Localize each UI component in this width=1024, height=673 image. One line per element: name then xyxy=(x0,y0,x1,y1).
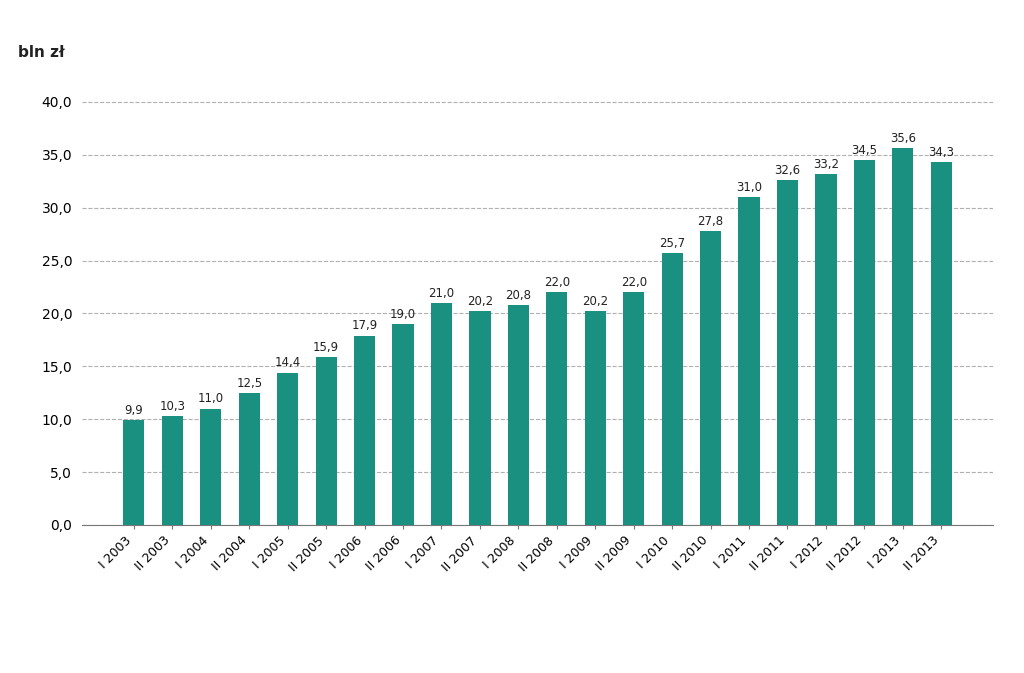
Bar xyxy=(931,162,952,525)
Bar xyxy=(354,336,375,525)
Text: 19,0: 19,0 xyxy=(390,308,416,321)
Bar xyxy=(585,312,606,525)
Text: 35,6: 35,6 xyxy=(890,133,915,145)
Text: 20,8: 20,8 xyxy=(506,289,531,302)
Bar xyxy=(239,393,260,525)
Text: 21,0: 21,0 xyxy=(428,287,455,299)
Text: 20,2: 20,2 xyxy=(467,295,493,308)
Text: 15,9: 15,9 xyxy=(313,341,339,353)
Bar xyxy=(315,357,337,525)
Bar xyxy=(162,416,183,525)
Text: 32,6: 32,6 xyxy=(774,164,801,177)
Text: 12,5: 12,5 xyxy=(237,377,262,390)
Text: 22,0: 22,0 xyxy=(621,276,647,289)
Bar xyxy=(278,373,298,525)
Bar xyxy=(469,312,490,525)
Bar xyxy=(392,324,414,525)
Text: 10,3: 10,3 xyxy=(160,400,185,413)
Bar xyxy=(546,292,567,525)
Text: 17,9: 17,9 xyxy=(351,320,378,332)
Text: 31,0: 31,0 xyxy=(736,181,762,194)
Bar xyxy=(508,305,529,525)
Text: 33,2: 33,2 xyxy=(813,157,839,171)
Text: 11,0: 11,0 xyxy=(198,392,224,405)
Bar xyxy=(201,409,221,525)
Text: 20,2: 20,2 xyxy=(583,295,608,308)
Text: 22,0: 22,0 xyxy=(544,276,570,289)
Text: 27,8: 27,8 xyxy=(697,215,724,227)
Text: bln zł: bln zł xyxy=(18,45,65,60)
Bar xyxy=(662,253,683,525)
Text: 34,5: 34,5 xyxy=(851,144,878,157)
Bar xyxy=(815,174,837,525)
Bar xyxy=(123,420,144,525)
Text: 34,3: 34,3 xyxy=(929,146,954,159)
Text: 25,7: 25,7 xyxy=(659,237,685,250)
Bar xyxy=(624,292,644,525)
Bar xyxy=(777,180,798,525)
Bar xyxy=(738,197,760,525)
Bar xyxy=(431,303,452,525)
Bar xyxy=(892,149,913,525)
Text: 9,9: 9,9 xyxy=(125,404,143,417)
Bar xyxy=(700,231,721,525)
Bar xyxy=(854,160,874,525)
Text: 14,4: 14,4 xyxy=(274,357,301,369)
